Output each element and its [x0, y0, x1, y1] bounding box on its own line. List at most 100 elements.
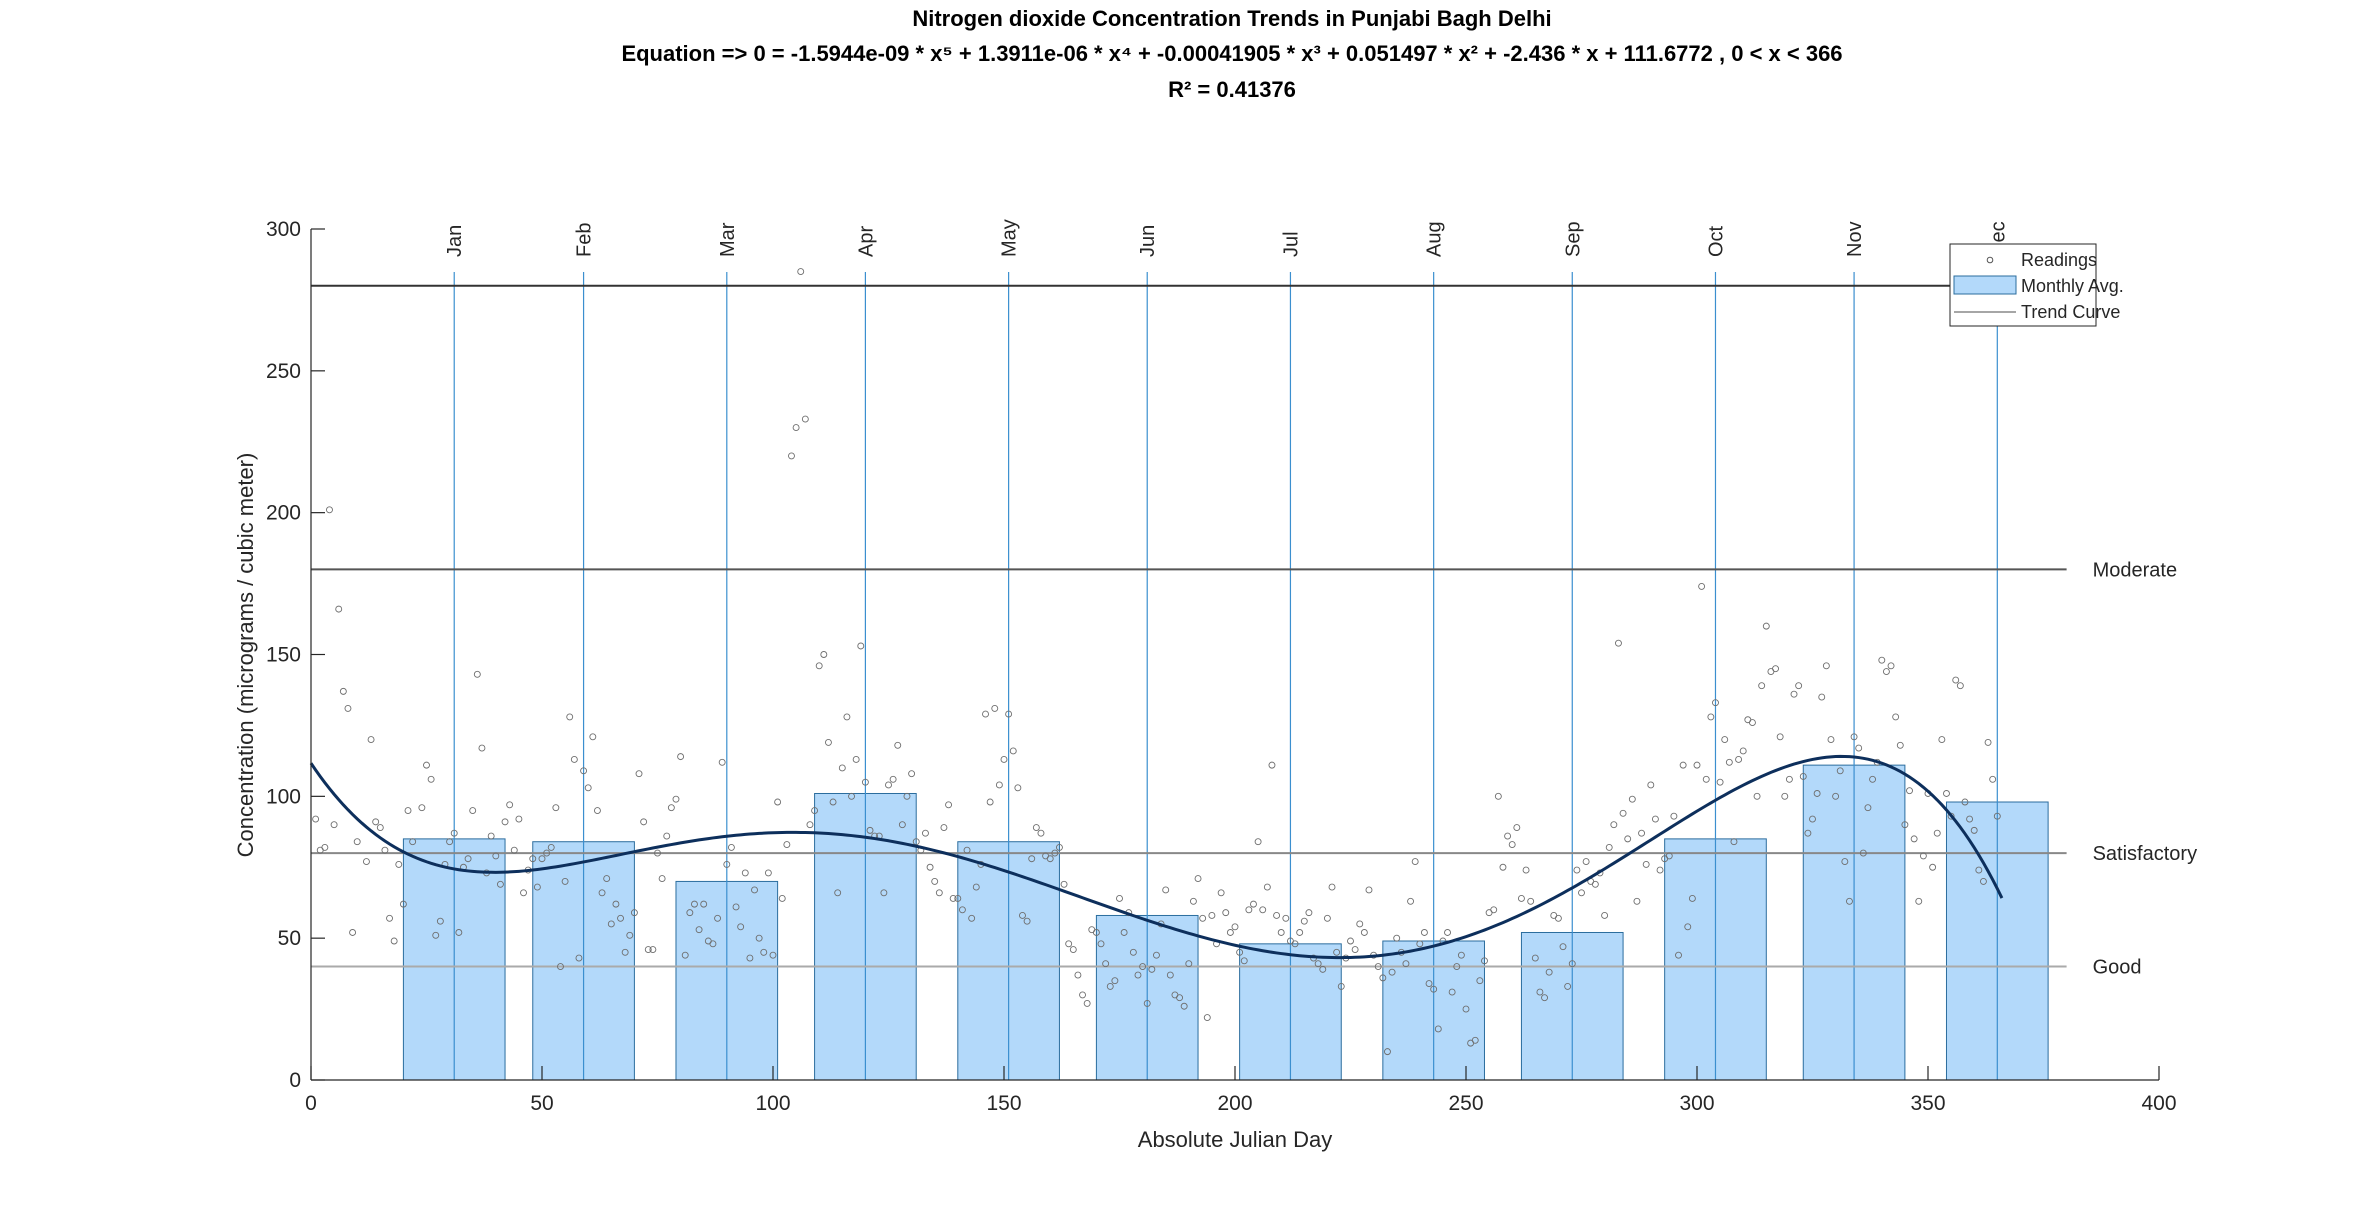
reading-point-6 [339, 687, 347, 695]
reading-point-255 [1499, 863, 1507, 871]
reading-point-76 [672, 795, 680, 803]
y-tick-label-150: 150 [266, 644, 301, 667]
reading-point-170 [1106, 982, 1114, 990]
reading-point-232 [1393, 934, 1401, 942]
reading-point-47 [538, 855, 546, 863]
x-tick-label-50: 50 [530, 1092, 553, 1115]
reading-point-211 [1296, 929, 1304, 936]
reading-point-298 [1698, 582, 1706, 590]
reading-point-171 [1111, 977, 1119, 985]
reading-point-95 [760, 948, 768, 956]
reading-point-249 [1471, 1036, 1479, 1044]
reading-point-354 [1956, 682, 1964, 690]
reading-point-139 [963, 846, 971, 854]
reading-point-270 [1568, 960, 1576, 968]
reading-point-275 [1591, 880, 1599, 888]
reading-point-63 [612, 900, 620, 908]
reading-point-19 [404, 807, 412, 814]
reading-point-228 [1374, 963, 1382, 970]
reading-point-225 [1360, 929, 1368, 936]
reading-point-236 [1411, 858, 1419, 866]
y-tick-label-200: 200 [266, 502, 301, 525]
reading-point-154 [1032, 824, 1040, 831]
reading-point-134 [940, 824, 948, 831]
reading-point-319 [1795, 682, 1803, 690]
reading-point-180 [1153, 951, 1160, 959]
reading-point-16 [390, 937, 398, 945]
reading-point-24 [432, 931, 440, 939]
reading-point-175 [1129, 948, 1137, 956]
reading-point-324 [1818, 693, 1826, 701]
reading-point-90 [737, 923, 745, 931]
reading-point-131 [926, 863, 934, 871]
reading-point-220 [1337, 982, 1345, 990]
y-tick-label-300: 300 [266, 218, 301, 241]
reading-point-238 [1420, 929, 1428, 936]
reading-point-98 [774, 798, 782, 806]
reading-point-74 [663, 832, 671, 840]
reading-point-187 [1185, 960, 1193, 968]
reading-point-361 [1989, 775, 1997, 783]
reading-point-61 [603, 875, 611, 883]
reading-point-96 [764, 869, 772, 877]
legend-trend-label: Trend Curve [2021, 302, 2120, 322]
reading-point-186 [1180, 1002, 1188, 1010]
y-tick-label-250: 250 [266, 360, 301, 383]
reading-point-326 [1827, 736, 1835, 744]
reading-point-229 [1379, 974, 1387, 982]
reading-point-309 [1748, 719, 1756, 727]
reading-point-33 [473, 670, 481, 678]
reading-point-155 [1037, 829, 1045, 837]
reading-point-235 [1407, 897, 1415, 905]
reading-point-162 [1069, 946, 1077, 953]
reading-point-360 [1984, 738, 1992, 746]
reading-point-268 [1559, 943, 1567, 951]
reading-point-306 [1735, 756, 1743, 763]
reading-point-206 [1273, 912, 1281, 919]
reading-point-157 [1046, 855, 1054, 863]
reading-point-73 [658, 875, 666, 883]
month-label-mar: Mar [717, 222, 739, 257]
reading-point-205 [1268, 761, 1276, 769]
reading-point-196 [1226, 929, 1234, 936]
month-label-apr: Apr [855, 226, 877, 257]
reading-point-207 [1277, 929, 1285, 936]
reading-point-127 [908, 770, 916, 778]
reading-point-265 [1545, 968, 1553, 976]
reading-point-283 [1628, 795, 1636, 803]
reading-point-8 [349, 929, 357, 936]
reading-point-9 [353, 838, 361, 846]
reading-point-100 [783, 841, 791, 849]
reading-point-176 [1134, 971, 1142, 979]
reading-point-82 [700, 900, 708, 908]
reading-point-135 [945, 801, 953, 809]
reading-point-111 [834, 889, 842, 897]
reading-point-103 [797, 268, 805, 275]
reading-point-292 [1670, 812, 1678, 820]
reading-point-358 [1975, 866, 1983, 874]
reading-point-68 [635, 770, 643, 778]
reading-point-172 [1116, 895, 1123, 902]
reading-point-21 [418, 804, 426, 812]
legend-readings-marker [1986, 256, 1994, 264]
reading-point-146 [995, 781, 1003, 789]
reading-point-138 [958, 906, 966, 914]
reading-point-84 [709, 940, 717, 948]
x-tick-label-100: 100 [755, 1092, 790, 1115]
reading-point-71 [649, 946, 657, 953]
reading-point-64 [617, 914, 624, 922]
reading-point-335 [1869, 775, 1877, 783]
reading-point-43 [520, 889, 527, 897]
reading-point-0 [312, 815, 320, 823]
reading-point-54 [570, 756, 578, 763]
reading-point-237 [1416, 940, 1424, 948]
reading-point-69 [640, 818, 648, 826]
reading-point-303 [1721, 736, 1729, 744]
reading-point-67 [630, 909, 638, 917]
reading-point-104 [801, 415, 809, 423]
threshold-label-satisfactory: Satisfactory [2093, 843, 2197, 865]
reading-point-183 [1166, 971, 1174, 979]
reading-point-70 [644, 946, 652, 953]
threshold-label-moderate: Moderate [2093, 559, 2178, 581]
reading-point-208 [1282, 914, 1290, 922]
